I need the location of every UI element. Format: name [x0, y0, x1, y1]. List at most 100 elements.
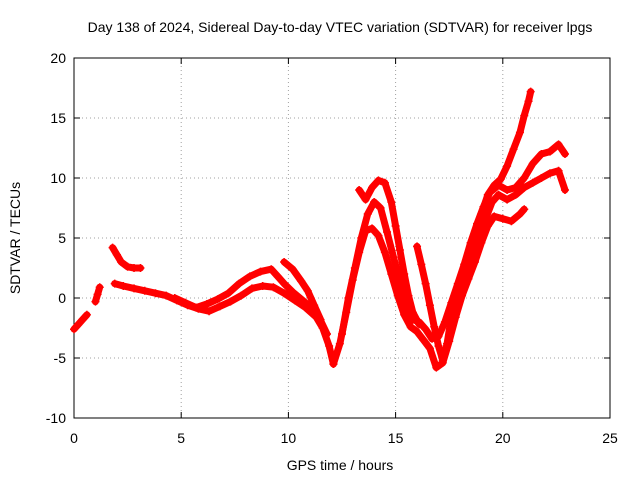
data-point	[408, 308, 417, 317]
data-point	[368, 224, 377, 233]
data-point	[496, 175, 505, 184]
data-point	[316, 315, 325, 324]
data-point	[95, 283, 104, 292]
data-point	[112, 250, 121, 259]
data-point	[389, 253, 398, 262]
data-point	[419, 336, 428, 344]
data-point	[528, 159, 537, 168]
data-point	[443, 339, 452, 348]
data-point	[503, 162, 512, 170]
data-point	[462, 274, 471, 283]
data-point	[338, 330, 346, 338]
data-point	[357, 234, 366, 242]
data-point	[335, 339, 344, 348]
data-point	[391, 222, 400, 230]
data-point	[537, 174, 546, 182]
series-layer	[70, 87, 569, 372]
data-point	[400, 310, 409, 319]
data-point	[78, 315, 87, 324]
data-point	[288, 288, 297, 296]
data-point	[181, 298, 190, 307]
series-line	[70, 311, 91, 333]
data-point	[524, 97, 533, 106]
data-point	[130, 284, 139, 293]
data-point	[515, 210, 524, 218]
data-point	[237, 291, 246, 300]
data-point	[151, 289, 160, 298]
x-axis-label: GPS time / hours	[287, 457, 394, 473]
series-line	[495, 167, 569, 204]
series-track-2	[91, 283, 104, 306]
data-point	[82, 310, 91, 319]
data-point	[511, 190, 520, 199]
data-point	[258, 282, 267, 290]
data-point	[481, 214, 490, 223]
data-point	[235, 279, 244, 288]
y-tick-label: 0	[58, 290, 66, 306]
data-point	[545, 147, 554, 156]
data-point	[413, 242, 422, 251]
data-point	[224, 289, 233, 298]
data-point	[475, 234, 484, 242]
data-point	[280, 289, 289, 298]
data-point	[545, 169, 554, 178]
data-point	[498, 214, 507, 223]
series-line	[280, 258, 325, 324]
chart-title: Day 138 of 2024, Sidereal Day-to-day VTE…	[88, 19, 593, 35]
data-point	[560, 186, 569, 194]
data-point	[432, 363, 441, 372]
data-point	[490, 212, 499, 221]
data-point	[520, 111, 529, 120]
data-point	[110, 279, 119, 288]
y-tick-label: -10	[46, 410, 66, 426]
data-point	[303, 286, 312, 295]
data-point	[425, 301, 434, 310]
y-tick-label: 20	[50, 50, 66, 66]
data-point	[537, 150, 546, 158]
x-axis-ticks: 0 5 10 15 20 25	[70, 58, 618, 446]
data-point	[288, 265, 297, 274]
data-point	[380, 248, 389, 257]
y-axis-label: SDTVAR / TECUs	[7, 182, 23, 294]
data-point	[488, 198, 497, 206]
data-point	[213, 295, 222, 304]
data-point	[70, 325, 78, 334]
y-tick-label: 15	[50, 110, 66, 126]
data-point	[297, 277, 306, 286]
data-point	[117, 258, 126, 266]
data-point	[387, 198, 396, 206]
data-point	[368, 183, 377, 192]
data-point	[425, 344, 434, 353]
data-point	[507, 217, 516, 226]
data-point	[374, 231, 383, 240]
data-point	[395, 246, 404, 254]
x-tick-label: 5	[177, 430, 185, 446]
y-tick-label: -5	[54, 350, 67, 366]
data-point	[417, 260, 426, 269]
data-point	[205, 307, 214, 316]
data-point	[310, 301, 319, 310]
data-point	[421, 325, 430, 334]
x-tick-label: 25	[602, 430, 618, 446]
data-point	[170, 294, 179, 302]
data-point	[509, 145, 518, 154]
data-point	[503, 195, 512, 204]
data-point	[245, 272, 254, 281]
data-point	[267, 265, 276, 274]
series-track-3	[108, 243, 145, 272]
data-point	[413, 327, 422, 336]
data-point	[387, 270, 396, 278]
grid	[74, 58, 610, 418]
data-point	[91, 297, 100, 306]
data-point	[560, 150, 569, 158]
data-point	[355, 186, 364, 194]
data-point	[297, 295, 306, 304]
data-point	[380, 178, 389, 187]
data-point	[226, 297, 235, 306]
y-tick-label: 5	[58, 230, 66, 246]
series-track-12	[455, 190, 503, 298]
x-tick-label: 20	[495, 430, 511, 446]
data-point	[192, 303, 201, 312]
data-point	[503, 186, 512, 194]
series-track-9	[355, 176, 424, 329]
